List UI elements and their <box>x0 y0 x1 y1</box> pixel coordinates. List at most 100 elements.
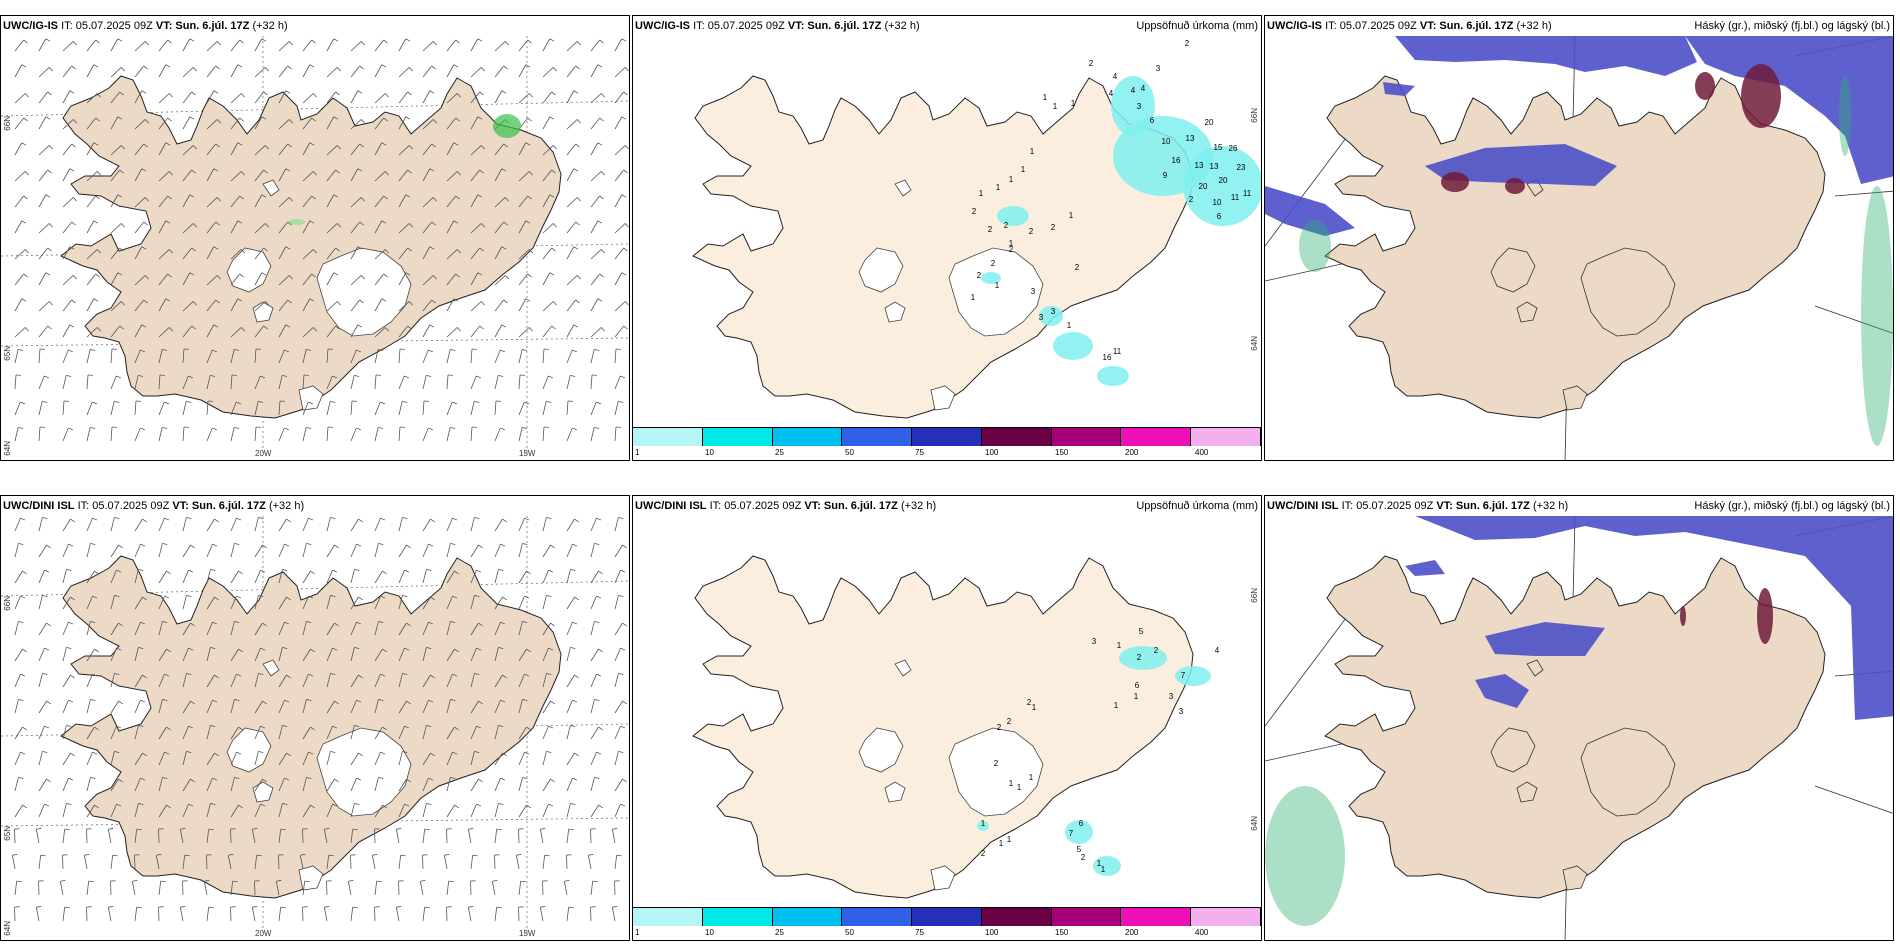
precip-area <box>977 821 989 831</box>
wind-barb-feather <box>44 375 50 379</box>
wind-barb-feather <box>594 699 600 702</box>
wind-barb-feather <box>94 648 99 653</box>
colorbar-tick-label: 50 <box>845 928 854 937</box>
colorbar-swatch <box>1121 908 1192 926</box>
wind-barb-feather <box>476 725 482 729</box>
wind-barb-feather <box>184 854 190 857</box>
wind-barb <box>422 674 431 688</box>
wind-barb-feather <box>384 93 389 98</box>
wind-barb <box>518 648 527 662</box>
wind-barb <box>134 427 141 442</box>
wind-barb-feather <box>256 854 262 857</box>
colorbar-tick-label: 1 <box>635 928 640 937</box>
wind-barb <box>254 67 266 78</box>
wind-barb-feather <box>549 38 555 42</box>
wind-barb-feather <box>119 247 124 252</box>
wind-barb-feather <box>234 699 240 702</box>
wind-barb-feather <box>396 905 402 908</box>
wind-barb-feather <box>478 700 483 705</box>
high-cloud-area <box>1839 76 1851 156</box>
wind-barb <box>182 194 191 208</box>
wind-barb-feather <box>215 299 220 304</box>
wind-barb <box>326 38 335 52</box>
wind-barb-feather <box>453 64 459 68</box>
wind-barb-feather <box>528 171 533 176</box>
wind-barb-feather <box>354 725 360 728</box>
precip-value: 9 <box>1163 171 1168 180</box>
wind-barb <box>86 570 95 584</box>
wind-barb-feather <box>24 327 29 332</box>
wind-barb <box>566 401 569 416</box>
wind-barb-feather <box>262 622 267 627</box>
glacier <box>298 865 324 891</box>
wind-barb <box>86 195 96 208</box>
wind-barb <box>374 249 386 260</box>
mid-cloud-area <box>1757 588 1773 644</box>
wind-barb <box>110 349 113 364</box>
wind-barb <box>62 324 71 338</box>
wind-barb-feather <box>597 220 603 224</box>
wind-barb <box>398 223 410 234</box>
wind-barb <box>350 752 359 766</box>
wind-barb-feather <box>420 879 426 882</box>
wind-barb-feather <box>600 171 605 176</box>
wind-barb <box>542 622 551 636</box>
precip-value: 7 <box>1069 829 1074 838</box>
wind-barb-feather <box>162 348 168 351</box>
wind-barb-feather <box>333 38 339 42</box>
colorbar-swatch <box>981 908 1052 926</box>
wind-barb-feather <box>92 517 98 521</box>
wind-barb-feather <box>112 854 118 857</box>
precip-area <box>997 206 1029 226</box>
wind-barb <box>518 298 527 312</box>
wind-barb-feather <box>332 647 338 651</box>
wind-barb <box>491 881 496 896</box>
wind-barb <box>38 751 43 766</box>
wind-barb-feather <box>190 544 195 549</box>
wind-barb-feather <box>143 65 148 70</box>
colorbar-swatch <box>981 428 1052 446</box>
wind-barb <box>494 299 504 312</box>
wind-barb-feather <box>282 647 288 650</box>
wind-barb <box>374 427 379 442</box>
wind-barb <box>374 804 383 818</box>
wind-barb-feather <box>66 569 72 572</box>
wind-barb-feather <box>574 518 579 523</box>
wind-barb-feather <box>118 700 123 705</box>
wind-barb <box>86 298 95 312</box>
wind-barb <box>590 881 594 896</box>
panel-title: Háský (gr.), miðský (fj.bl.) og lágský (… <box>1694 20 1890 32</box>
wind-barb-feather <box>552 145 557 150</box>
lon-label: 20W <box>255 929 272 938</box>
wind-barb-feather <box>550 778 555 783</box>
wind-barb <box>254 673 259 688</box>
wind-barb <box>302 39 312 52</box>
wind-barb-feather <box>72 275 77 280</box>
wind-barb-feather <box>618 673 624 676</box>
wind-barb-feather <box>378 543 384 546</box>
wind-barb-feather <box>90 699 96 702</box>
precip-value: 10 <box>1213 198 1222 207</box>
wind-barb <box>374 673 381 688</box>
wind-barb-feather <box>524 595 530 599</box>
wind-barb <box>134 90 143 104</box>
wind-barb <box>302 142 311 156</box>
wind-barb <box>374 751 381 766</box>
wind-barb-feather <box>476 647 482 651</box>
wind-barb-feather <box>188 647 194 651</box>
wind-barb <box>614 725 621 740</box>
wind-barb-feather <box>21 220 27 224</box>
mid-cloud-area <box>1741 64 1781 128</box>
wind-barb-feather <box>574 752 579 757</box>
valid-time-label: VT: <box>804 500 821 512</box>
wind-barb-feather <box>116 375 122 379</box>
wind-barb <box>518 517 525 532</box>
wind-barb <box>398 544 407 558</box>
wind-barb-feather <box>383 39 388 44</box>
wind-barb-feather <box>84 853 90 856</box>
wind-barb <box>470 67 482 78</box>
wind-barb-feather <box>94 570 99 575</box>
wind-barb-feather <box>450 348 456 351</box>
wind-barb <box>158 648 167 662</box>
